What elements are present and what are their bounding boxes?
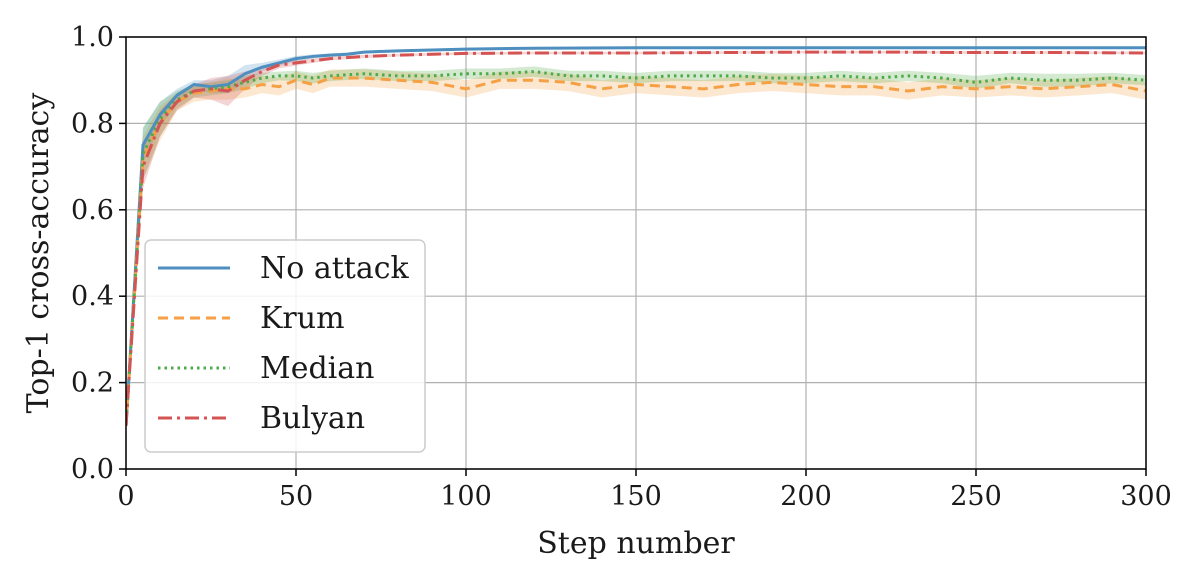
legend-label-bulyan: Bulyan [260,401,365,436]
y-tick-label: 0.8 [71,108,114,139]
y-tick-label: 0.6 [71,195,114,226]
legend-label-no-attack: No attack [260,251,410,286]
x-tick-label: 0 [117,481,134,512]
series-line-bulyan [126,50,1146,426]
x-tick-label: 300 [1120,481,1172,512]
x-tick-label: 250 [950,481,1002,512]
series-line-krum [126,76,1146,426]
legend-label-krum: Krum [260,301,345,336]
x-axis-label: Step number [537,526,735,561]
y-tick-label: 0.2 [71,368,114,399]
legend: No attack Krum Median Bulyan [144,239,426,453]
y-tick-label: 1.0 [71,22,114,53]
legend-box [144,239,426,453]
y-axis-ticks: 0.0 0.2 0.4 0.6 0.8 1.0 [71,22,126,485]
series-line-no-attack [126,46,1146,426]
series-lines [126,46,1146,426]
legend-label-median: Median [260,351,374,386]
y-axis-label: Top-1 cross-accuracy [21,93,56,414]
x-axis-ticks: 0 50 100 150 200 250 300 [117,469,1172,512]
x-tick-label: 200 [780,481,832,512]
x-tick-label: 150 [610,481,662,512]
x-tick-label: 50 [279,481,313,512]
series-line-median [126,70,1146,426]
y-tick-label: 0.4 [71,281,114,312]
y-tick-label: 0.0 [71,454,114,485]
x-tick-label: 100 [440,481,492,512]
